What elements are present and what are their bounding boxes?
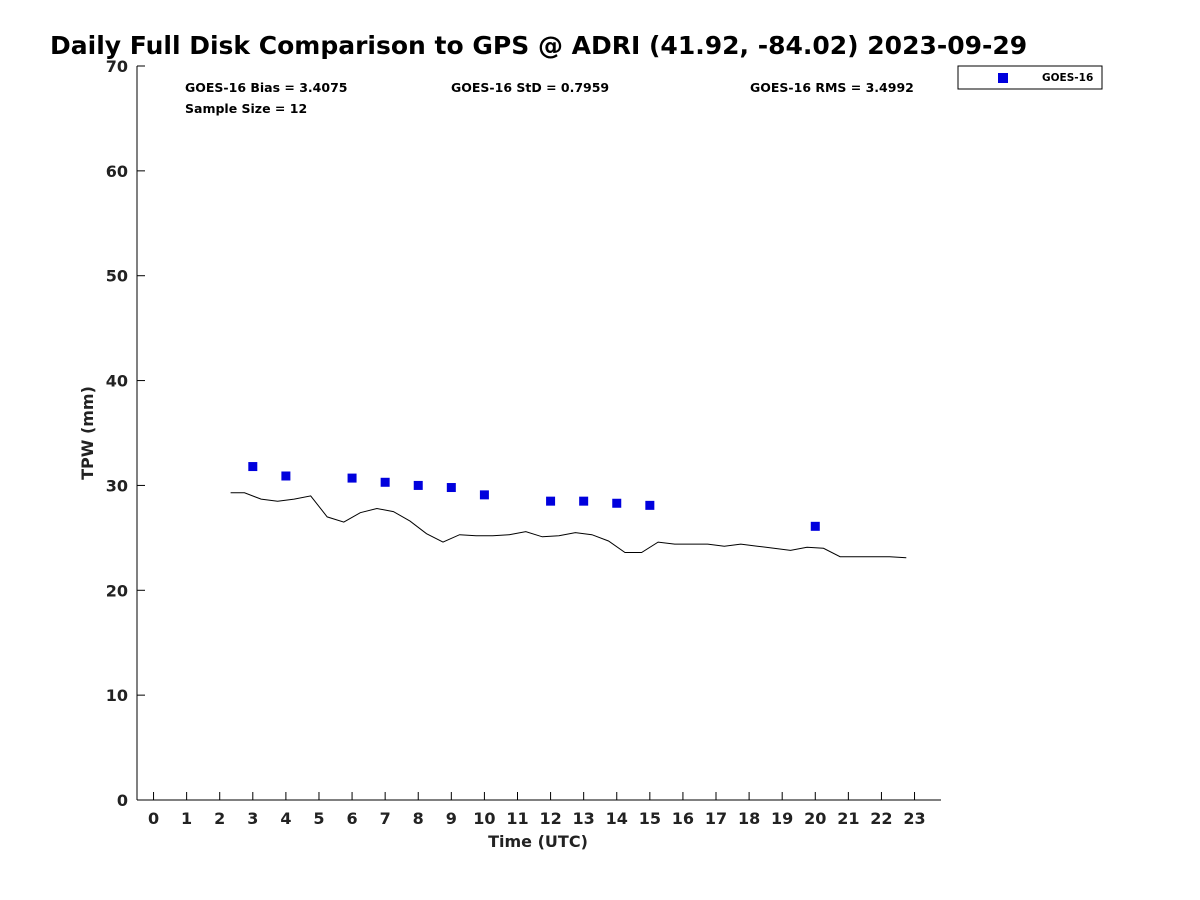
goes16-point (380, 477, 390, 487)
x-tick-label: 1 (181, 809, 192, 828)
y-tick-label: 20 (106, 581, 128, 600)
gps-line-layer (230, 492, 907, 559)
x-tick-label: 8 (413, 809, 424, 828)
x-tick-label: 20 (804, 809, 826, 828)
rms-annotation: GOES-16 RMS = 3.4992 (750, 80, 914, 95)
std-annotation: GOES-16 StD = 0.7959 (451, 80, 609, 95)
x-axis-label: Time (UTC) (488, 832, 588, 851)
y-tick-label: 50 (106, 267, 128, 286)
y-tick-label: 10 (106, 686, 128, 705)
x-tick-label: 15 (639, 809, 661, 828)
goes16-point (347, 473, 357, 483)
x-tick-label: 21 (837, 809, 859, 828)
x-tick-label: 10 (473, 809, 495, 828)
goes16-point (645, 500, 655, 510)
goes16-point (579, 496, 589, 506)
goes16-point (810, 521, 820, 531)
x-tick-label: 3 (247, 809, 258, 828)
legend-box (957, 65, 1103, 90)
goes16-point (546, 496, 556, 506)
y-tick-label: 30 (106, 476, 128, 495)
goes16-point (612, 498, 622, 508)
legend-label-goes16: GOES-16 (1042, 72, 1093, 84)
x-tick-label: 9 (446, 809, 457, 828)
x-tick-label: 19 (771, 809, 793, 828)
bias-annotation: GOES-16 Bias = 3.4075 (185, 80, 347, 95)
y-axis-label: TPW (mm) (78, 386, 97, 480)
y-tick-label: 70 (106, 57, 128, 76)
x-tick-label: 5 (313, 809, 324, 828)
goes16-point (446, 483, 456, 493)
x-tick-label: 6 (346, 809, 357, 828)
plot-axes (136, 66, 941, 801)
goes16-point (281, 471, 291, 481)
y-ticks: 0 10 20 30 40 50 60 70 (106, 57, 145, 810)
x-tick-label: 22 (870, 809, 892, 828)
stats-annotations: GOES-16 Bias = 3.4075 GOES-16 StD = 0.79… (185, 80, 914, 116)
x-tick-label: 23 (903, 809, 925, 828)
y-tick-label: 60 (106, 162, 128, 181)
x-tick-label: 17 (705, 809, 727, 828)
legend: GOES-16 (957, 65, 1103, 90)
goes16-point (248, 462, 258, 472)
legend-marker-goes16 (998, 73, 1008, 83)
x-tick-label: 13 (573, 809, 595, 828)
goes16-point (413, 480, 423, 490)
x-tick-label: 7 (380, 809, 391, 828)
x-tick-label: 16 (672, 809, 694, 828)
goes-points-layer (248, 462, 820, 531)
x-tick-label: 0 (148, 809, 159, 828)
chart-title: Daily Full Disk Comparison to GPS @ ADRI… (50, 31, 1027, 60)
y-tick-label: 40 (106, 372, 128, 391)
x-tick-label: 18 (738, 809, 760, 828)
x-tick-label: 4 (280, 809, 291, 828)
goes16-point (479, 490, 489, 500)
x-tick-label: 11 (506, 809, 528, 828)
gps-tpw-line (230, 492, 907, 559)
x-tick-label: 14 (606, 809, 628, 828)
x-tick-label: 12 (539, 809, 561, 828)
x-tick-label: 2 (214, 809, 225, 828)
y-tick-label: 0 (117, 791, 128, 810)
sample-size-annotation: Sample Size = 12 (185, 101, 307, 116)
x-ticks: 0 1 2 3 4 5 6 7 8 9 10 11 12 13 14 15 16 17 18 19 20 21 22 23 (148, 792, 926, 828)
